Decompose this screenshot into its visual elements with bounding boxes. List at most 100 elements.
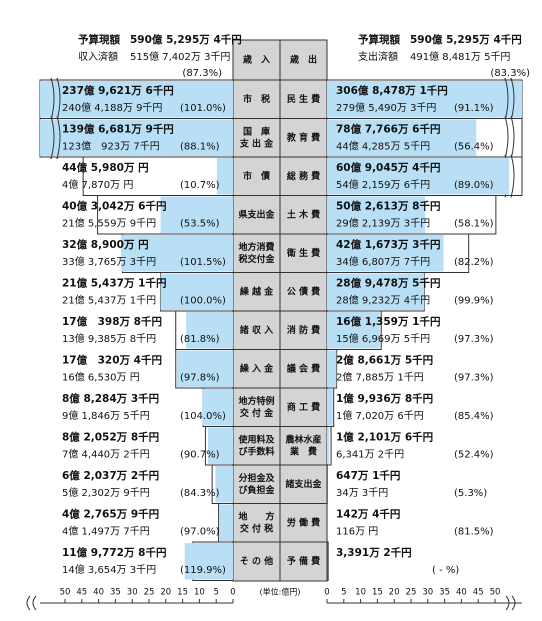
rate-label: (119.9%)	[180, 565, 226, 576]
actual-label: 4億 1,497万 7千円	[62, 525, 150, 538]
rate-label: (10.7%)	[180, 180, 220, 191]
rate-label: (101.5%)	[180, 257, 226, 268]
x-tick-label: 10	[355, 588, 366, 598]
rate-label: (58.1%)	[454, 219, 494, 230]
actual-label: 13億 9,385万 8千円	[62, 332, 156, 345]
x-tick-label: 20	[389, 588, 400, 598]
actual-bar	[327, 235, 444, 272]
category-label: 衛 生 費	[286, 247, 320, 259]
total-label: 515億 7,402万 3千円	[130, 50, 230, 63]
actual-bar	[327, 196, 426, 233]
actual-label: 1億 7,020万 6千円	[336, 409, 424, 422]
budget-label: 17億 398万 8千円	[62, 315, 162, 328]
x-tick-label: 5	[213, 588, 218, 598]
actual-label: 33億 3,765万 3千円	[62, 255, 156, 268]
category-label: 支 出 金	[239, 137, 274, 149]
actual-bar	[207, 427, 233, 464]
budget-label: 60億 9,045万 4千円	[336, 161, 440, 174]
x-tick-label: 0	[324, 588, 329, 598]
actual-bar	[120, 235, 233, 272]
category-label: 総 務 費	[287, 170, 320, 182]
category-label: 市 債	[243, 170, 270, 182]
category-label: 議 会 費	[287, 362, 320, 374]
rate-label: (104.0%)	[180, 411, 226, 422]
category-label: 諸 収 入	[240, 324, 273, 336]
category-label: 地方特例	[238, 395, 274, 407]
category-label: 交 付 税	[240, 522, 273, 534]
category-label: び手数料	[238, 445, 274, 457]
actual-label: 6,341万 2千円	[336, 449, 404, 461]
category-label: 繰 入 金	[240, 362, 274, 374]
axis-break	[504, 77, 515, 121]
actual-label: 240億 4,188万 9千円	[62, 101, 162, 114]
legend-label: 予算現額	[358, 33, 400, 46]
x-tick-label: 35	[439, 588, 450, 598]
budget-label: 8億 8,284万 3千円	[62, 392, 159, 405]
category-label: 交 付 金	[240, 407, 274, 419]
x-tick-label: 50	[490, 588, 501, 598]
budget-label: 44億 5,980万 円	[62, 161, 149, 174]
legend-label: 収入済額	[78, 50, 118, 63]
legend-label: 支出済額	[358, 50, 398, 63]
actual-bar	[219, 504, 233, 541]
rate-label: (90.7%)	[180, 450, 220, 461]
actual-bar	[40, 81, 233, 118]
axis-break	[50, 116, 61, 160]
budget-label: 42億 1,673万 3千円	[336, 238, 440, 251]
budget-label: 17億 320万 4千円	[62, 354, 162, 367]
rate-label: (81.8%)	[180, 334, 220, 345]
total-label: 590億 5,295万 4千円	[130, 33, 242, 46]
category-label: 地 方	[238, 510, 274, 522]
budget-label: 139億 6,681万 9千円	[62, 123, 174, 136]
x-tick-label: 0	[230, 588, 235, 598]
category-label: 教 育 費	[286, 131, 320, 143]
rate-label: (97.8%)	[180, 373, 220, 384]
rate-label: (100.0%)	[180, 296, 226, 307]
budget-label: 6億 2,037万 2千円	[62, 469, 159, 482]
actual-label: 14億 3,654万 3千円	[62, 563, 156, 576]
rate-label: (101.0%)	[180, 103, 226, 114]
actual-label: 21億 5,437万 1千円	[62, 294, 156, 307]
budget-label: 237億 9,621万 6千円	[62, 84, 174, 97]
category-label: 農林水産	[285, 433, 321, 445]
category-label: 繰 越 金	[240, 285, 274, 297]
category-label: 民 生 費	[287, 93, 320, 105]
rate-label: (97.3%)	[454, 373, 494, 384]
category-label: 税交付金	[238, 253, 275, 265]
actual-label: 15億 6,969万 5千円	[336, 332, 430, 345]
actual-label: 9億 1,846万 5千円	[62, 409, 150, 422]
rate-label: (81.5%)	[454, 527, 494, 538]
category-label: 使用料及	[237, 433, 275, 445]
actual-label: 4億 7,870万 円	[62, 178, 133, 191]
actual-bar	[327, 273, 425, 310]
x-tick-label: 30	[127, 588, 138, 598]
budget-label: 40億 3,042万 6千円	[62, 200, 166, 213]
actual-label: 279億 5,490万 3千円	[336, 101, 436, 114]
category-label: 予 備 費	[287, 555, 320, 567]
x-tick-label: 20	[160, 588, 171, 598]
category-label: 公 債 費	[287, 285, 320, 297]
x-tick-label: 40	[456, 588, 467, 598]
actual-label: 44億 4,285万 5千円	[336, 140, 430, 153]
unit-label: (単位:億円)	[260, 587, 301, 597]
actual-label: 16億 6,530万 円	[62, 371, 140, 384]
actual-bar	[160, 273, 233, 310]
actual-bar	[327, 350, 337, 387]
rate-label: (99.9%)	[454, 296, 494, 307]
actual-bar	[327, 312, 380, 349]
rate-label: (84.3%)	[180, 488, 220, 499]
actual-bar	[184, 543, 233, 580]
rate-label: (52.4%)	[454, 450, 494, 461]
actual-label: 21億 5,559万 9千円	[62, 217, 156, 230]
rate-label: (5.3%)	[454, 488, 487, 499]
budget-label: 11億 9,772万 8千円	[62, 546, 166, 559]
budget-label: 32億 8,900万 円	[62, 238, 149, 251]
category-label: 分担金及	[238, 472, 275, 484]
category-label: 県支出金	[238, 208, 275, 220]
category-label: び負担金	[238, 484, 275, 496]
budget-label: 4億 2,765万 9千円	[62, 508, 159, 521]
total-label: 491億 8,481万 5千円	[410, 50, 510, 63]
actual-bar	[327, 427, 330, 464]
budget-label: 647万 1千円	[336, 469, 400, 482]
